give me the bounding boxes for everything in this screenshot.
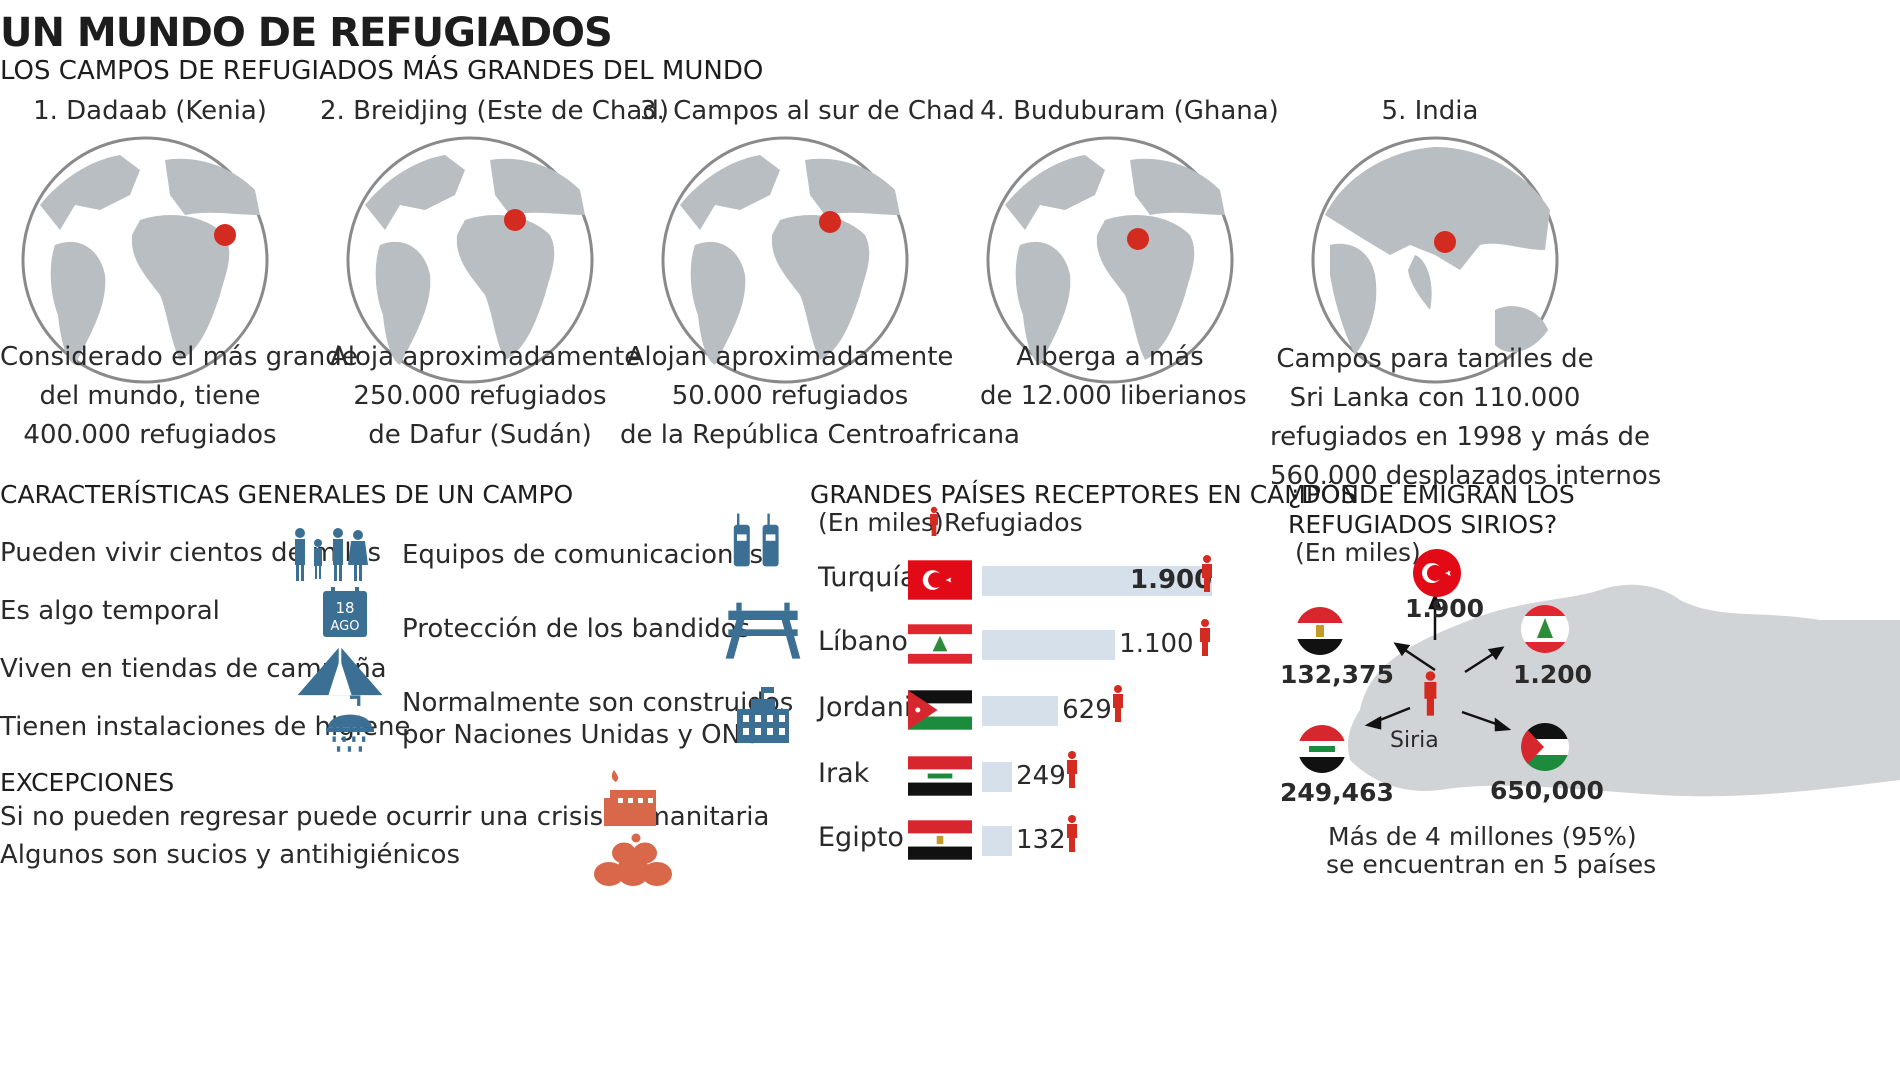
globe-map-india <box>1311 136 1559 384</box>
bar-label: Turquía <box>818 562 917 593</box>
bar-value-label: 1.900 <box>1130 565 1213 595</box>
bar-value-label: 249 <box>1016 761 1066 791</box>
globe-map-breidjing <box>346 136 594 384</box>
refugee-icon <box>1113 685 1124 722</box>
camp-desc-1: Considerado el más grande del mundo, tien… <box>0 342 358 450</box>
camp-desc-5: Campos para tamiles de Sri Lanka con 110.… <box>1270 344 1662 491</box>
jordan-flag-circle <box>1521 723 1569 771</box>
calendar-day: 18 <box>335 599 354 617</box>
camp-name-2: 2. Breidjing (Este de Chad) <box>320 96 669 126</box>
dest-value-iraq: 249,463 <box>1280 778 1394 807</box>
people-group-icon <box>295 528 368 581</box>
camp-name-4: 4. Buduburam (Ghana) <box>980 96 1279 126</box>
camp-desc-3: Alojan aproximadamente 50.000 refugiados d… <box>620 342 1020 450</box>
camp-marker <box>819 211 841 233</box>
syria-footer-line-1: Más de 4 millones (95%) <box>1328 822 1637 851</box>
barrier-icon <box>725 602 801 659</box>
bar-value-label: 629 <box>1062 695 1112 725</box>
page-title: UN MUNDO DE REFUGIADOS <box>0 10 613 56</box>
camp-marker <box>1434 231 1456 253</box>
bar-label: Líbano <box>818 626 908 657</box>
page-subtitle: LOS CAMPOS DE REFUGIADOS MÁS GRANDES DEL… <box>0 56 764 86</box>
iraq-flag-circle <box>1298 725 1346 773</box>
dest-value-jordan: 650,000 <box>1490 776 1604 805</box>
countries-heading: GRANDES PAÍSES RECEPTORES EN CAMPOS <box>810 480 1357 509</box>
tent-icon <box>297 646 383 696</box>
camp-name-5: 5. India <box>1381 96 1479 126</box>
countries-units: (En miles) <box>818 508 944 537</box>
bar-label: Egipto <box>818 822 904 853</box>
garbage-pile-icon <box>594 833 672 886</box>
dest-value-turkey: 1.900 <box>1405 594 1485 623</box>
bar <box>982 826 1012 856</box>
dest-value-egypt: 132,375 <box>1280 660 1394 689</box>
bar-label: Irak <box>818 758 870 789</box>
building-icon <box>737 687 789 743</box>
camp-name-1: 1. Dadaab (Kenia) <box>33 96 267 126</box>
refugee-icon <box>1202 555 1212 592</box>
walkie-talkie-icon <box>733 513 779 567</box>
bar <box>982 762 1013 792</box>
bar <box>982 696 1059 726</box>
feature-temporary: Es algo temporal <box>0 596 220 626</box>
camp-desc-4: Alberga a más de 12.000 liberianos <box>980 342 1247 411</box>
refugee-icon <box>1067 751 1078 788</box>
bar-value-label: 1.100 <box>1119 629 1194 659</box>
syria-footer-line-2: se encuentran en 5 países <box>1326 850 1657 879</box>
calendar-month: AGO <box>331 619 360 634</box>
lebanon-flag-circle <box>1521 605 1569 653</box>
syria-heading-line-1: ¿DÓNDE EMIGRAN LOS <box>1288 480 1575 509</box>
country-flag-icon <box>908 624 972 664</box>
country-flag-icon <box>908 560 972 600</box>
syria-heading-line-2: REFUGIADOS SIRIOS? <box>1288 510 1558 539</box>
exception-hygiene: Algunos son sucios y antihigiénicos <box>0 840 461 870</box>
calendar-icon: 18 AGO <box>323 587 367 637</box>
camp-marker <box>504 209 526 231</box>
syria-label: Siria <box>1390 728 1439 753</box>
globe-map-dadaab <box>21 136 269 384</box>
country-flag-icon <box>908 690 972 730</box>
refugee-icon <box>1067 815 1077 852</box>
feature-built-by-line-2: por Naciones Unidas y ONG <box>402 720 762 750</box>
turkey-flag-circle <box>1413 549 1461 597</box>
egypt-flag-circle <box>1296 607 1344 655</box>
bar-value-label: 132 <box>1016 825 1066 855</box>
camp-name-3: 3. Campos al sur de Chad <box>640 96 975 126</box>
refugee-icon <box>1200 619 1211 656</box>
dest-value-lebanon: 1.200 <box>1513 660 1593 689</box>
syria-map <box>1348 584 1900 797</box>
feature-protection: Protección de los bandidos <box>402 614 751 644</box>
camp-marker <box>214 224 236 246</box>
burning-buildings-icon <box>604 770 656 826</box>
globe-map-south-chad <box>661 136 909 384</box>
bar <box>982 630 1116 660</box>
feature-built-by-line-1: Normalmente son construidos <box>402 688 794 718</box>
country-flag-icon <box>908 756 972 796</box>
camp-marker <box>1127 228 1149 250</box>
countries-legend-label: Refugiados <box>944 508 1083 537</box>
shower-icon <box>326 695 374 752</box>
globe-map-buduburam <box>986 136 1234 384</box>
syria-units: (En miles) <box>1295 538 1421 567</box>
characteristics-heading: CARACTERÍSTICAS GENERALES DE UN CAMPO <box>0 480 574 509</box>
exceptions-heading: EXCEPCIONES <box>0 768 175 797</box>
bar-label: Jordania <box>818 692 928 723</box>
feature-communications: Equipos de comunicaciones <box>402 540 764 570</box>
country-flag-icon <box>908 820 972 860</box>
bar <box>982 566 1212 596</box>
camp-desc-2: Aloja aproximadamente 250.000 refugiados d… <box>330 342 641 450</box>
refugee-legend-icon <box>930 506 938 536</box>
